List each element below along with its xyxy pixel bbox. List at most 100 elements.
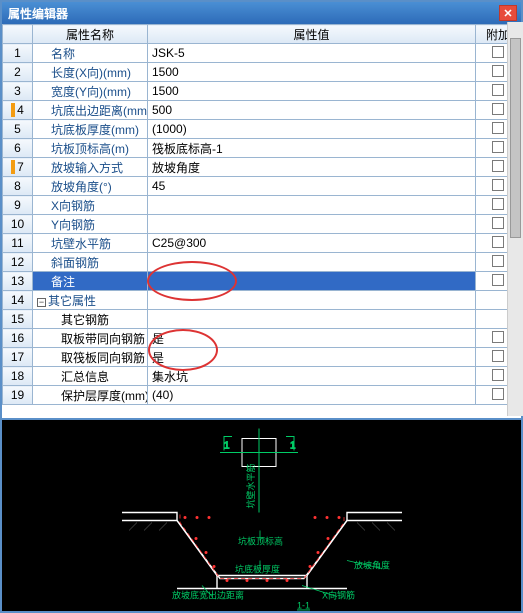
collapse-icon[interactable]: − bbox=[37, 298, 46, 307]
table-row[interactable]: 4坑底出边距离(mm)500 bbox=[3, 101, 521, 120]
table-row[interactable]: 2长度(X向)(mm)1500 bbox=[3, 63, 521, 82]
window-title: 属性编辑器 bbox=[6, 5, 499, 22]
table-row[interactable]: 18汇总信息集水坑 bbox=[3, 367, 521, 386]
property-value-cell[interactable]: JSK-5 bbox=[148, 44, 476, 63]
row-number: 11 bbox=[3, 234, 33, 253]
property-name-cell[interactable]: 宽度(Y向)(mm) bbox=[33, 82, 148, 101]
property-name-cell[interactable]: 汇总信息 bbox=[33, 367, 148, 386]
property-value-cell[interactable] bbox=[148, 291, 476, 310]
property-name-cell[interactable]: 长度(X向)(mm) bbox=[33, 63, 148, 82]
row-number: 5 bbox=[3, 120, 33, 139]
property-name-cell[interactable]: 名称 bbox=[33, 44, 148, 63]
checkbox[interactable] bbox=[492, 122, 504, 134]
table-row[interactable]: 6坑板顶标高(m)筏板底标高-1 bbox=[3, 139, 521, 158]
table-row[interactable]: 12斜面钢筋 bbox=[3, 253, 521, 272]
checkbox[interactable] bbox=[492, 331, 504, 343]
property-name-cell[interactable]: 取板带同向钢筋 bbox=[33, 329, 148, 348]
property-value-cell[interactable]: 放坡角度 bbox=[148, 158, 476, 177]
table-row[interactable]: 16取板带同向钢筋是 bbox=[3, 329, 521, 348]
property-value-cell[interactable]: C25@300 bbox=[148, 234, 476, 253]
property-name-cell[interactable]: 坑底出边距离(mm) bbox=[33, 101, 148, 120]
checkbox[interactable] bbox=[492, 103, 504, 115]
row-number: 6 bbox=[3, 139, 33, 158]
table-row[interactable]: 17取筏板同向钢筋是 bbox=[3, 348, 521, 367]
property-name-cell[interactable]: 坑壁水平筋 bbox=[33, 234, 148, 253]
row-number: 14 bbox=[3, 291, 33, 310]
row-number: 7 bbox=[3, 158, 33, 177]
property-grid-wrap: 属性名称 属性值 附加 1名称JSK-52长度(X向)(mm)15003宽度(Y… bbox=[2, 24, 521, 418]
property-name-cell[interactable]: −其它属性 bbox=[33, 291, 148, 310]
col-header-name[interactable]: 属性名称 bbox=[33, 25, 148, 44]
checkbox[interactable] bbox=[492, 274, 504, 286]
table-row[interactable]: 8放坡角度(°)45 bbox=[3, 177, 521, 196]
label-1a: 1 bbox=[224, 441, 230, 452]
table-row[interactable]: 9X向钢筋 bbox=[3, 196, 521, 215]
checkbox[interactable] bbox=[492, 84, 504, 96]
property-name-cell[interactable]: 放坡角度(°) bbox=[33, 177, 148, 196]
property-value-cell[interactable] bbox=[148, 253, 476, 272]
row-number: 12 bbox=[3, 253, 33, 272]
table-row[interactable]: 15其它钢筋 bbox=[3, 310, 521, 329]
col-header-value[interactable]: 属性值 bbox=[148, 25, 476, 44]
property-name-cell[interactable]: 放坡输入方式 bbox=[33, 158, 148, 177]
checkbox[interactable] bbox=[492, 65, 504, 77]
property-name-cell[interactable]: Y向钢筋 bbox=[33, 215, 148, 234]
checkbox[interactable] bbox=[492, 350, 504, 362]
property-value-cell[interactable]: 筏板底标高-1 bbox=[148, 139, 476, 158]
property-value-cell[interactable] bbox=[148, 310, 476, 329]
property-name-cell[interactable]: 坑板顶标高(m) bbox=[33, 139, 148, 158]
scroll-thumb[interactable] bbox=[510, 38, 521, 238]
label-thick: 坑底板厚度 bbox=[235, 564, 280, 575]
property-value-cell[interactable]: 是 bbox=[148, 348, 476, 367]
table-row[interactable]: 5坑底板厚度(mm)(1000) bbox=[3, 120, 521, 139]
row-number: 3 bbox=[3, 82, 33, 101]
property-value-cell[interactable]: 1500 bbox=[148, 63, 476, 82]
checkbox[interactable] bbox=[492, 217, 504, 229]
checkbox[interactable] bbox=[492, 369, 504, 381]
property-value-cell[interactable]: (40) bbox=[148, 386, 476, 405]
property-value-cell[interactable]: 45 bbox=[148, 177, 476, 196]
property-value-cell[interactable] bbox=[148, 215, 476, 234]
checkbox[interactable] bbox=[492, 179, 504, 191]
checkbox[interactable] bbox=[492, 198, 504, 210]
checkbox[interactable] bbox=[492, 255, 504, 267]
property-name-cell[interactable]: 其它钢筋 bbox=[33, 310, 148, 329]
row-number: 9 bbox=[3, 196, 33, 215]
property-name-cell[interactable]: 取筏板同向钢筋 bbox=[33, 348, 148, 367]
property-value-cell[interactable]: 1500 bbox=[148, 82, 476, 101]
header-row: 属性名称 属性值 附加 bbox=[3, 25, 521, 44]
close-button[interactable]: ✕ bbox=[499, 5, 517, 21]
property-value-cell[interactable] bbox=[148, 272, 476, 291]
property-name-cell[interactable]: X向钢筋 bbox=[33, 196, 148, 215]
row-number: 10 bbox=[3, 215, 33, 234]
col-header-num bbox=[3, 25, 33, 44]
property-value-cell[interactable]: (1000) bbox=[148, 120, 476, 139]
table-row[interactable]: 1名称JSK-5 bbox=[3, 44, 521, 63]
label-mid: 坑板顶标高 bbox=[238, 536, 283, 547]
property-value-cell[interactable]: 是 bbox=[148, 329, 476, 348]
checkbox[interactable] bbox=[492, 46, 504, 58]
table-row[interactable]: 7放坡输入方式放坡角度 bbox=[3, 158, 521, 177]
checkbox[interactable] bbox=[492, 141, 504, 153]
property-name-cell[interactable]: 保护层厚度(mm) bbox=[33, 386, 148, 405]
property-name-cell[interactable]: 斜面钢筋 bbox=[33, 253, 148, 272]
cad-preview[interactable]: 1 1 bbox=[2, 418, 521, 611]
table-row[interactable]: 13备注 bbox=[3, 272, 521, 291]
property-name-cell[interactable]: 备注 bbox=[33, 272, 148, 291]
checkbox[interactable] bbox=[492, 388, 504, 400]
row-number: 16 bbox=[3, 329, 33, 348]
checkbox[interactable] bbox=[492, 160, 504, 172]
checkbox[interactable] bbox=[492, 236, 504, 248]
vertical-scrollbar[interactable] bbox=[507, 22, 523, 416]
property-value-cell[interactable] bbox=[148, 196, 476, 215]
table-row[interactable]: 3宽度(Y向)(mm)1500 bbox=[3, 82, 521, 101]
table-row[interactable]: 11坑壁水平筋C25@300 bbox=[3, 234, 521, 253]
table-row[interactable]: 19保护层厚度(mm)(40) bbox=[3, 386, 521, 405]
property-value-cell[interactable]: 集水坑 bbox=[148, 367, 476, 386]
row-number: 17 bbox=[3, 348, 33, 367]
table-row[interactable]: 10Y向钢筋 bbox=[3, 215, 521, 234]
label-angle: 放坡角度 bbox=[354, 560, 390, 571]
property-value-cell[interactable]: 500 bbox=[148, 101, 476, 120]
table-row[interactable]: 14−其它属性 bbox=[3, 291, 521, 310]
property-name-cell[interactable]: 坑底板厚度(mm) bbox=[33, 120, 148, 139]
